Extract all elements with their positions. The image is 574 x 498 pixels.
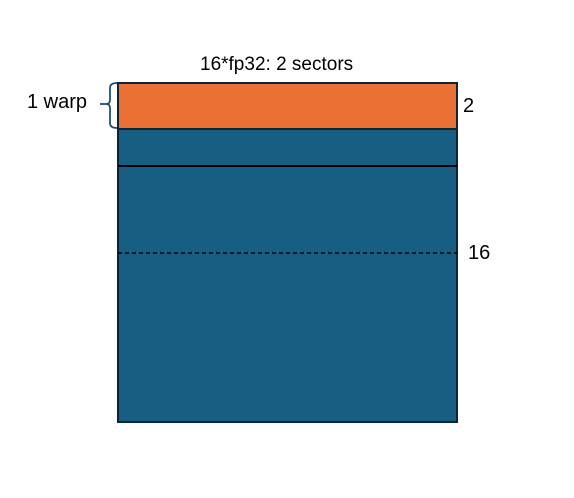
warp-row-highlight [117,82,458,130]
warp-label: 1 warp [27,91,88,113]
highlight-rows-label: 2 [463,95,475,117]
diagram-title: 16*fp32: 2 sectors [200,54,354,75]
total-rows-label: 16 [468,242,491,264]
warp-bracket-icon [105,82,118,129]
